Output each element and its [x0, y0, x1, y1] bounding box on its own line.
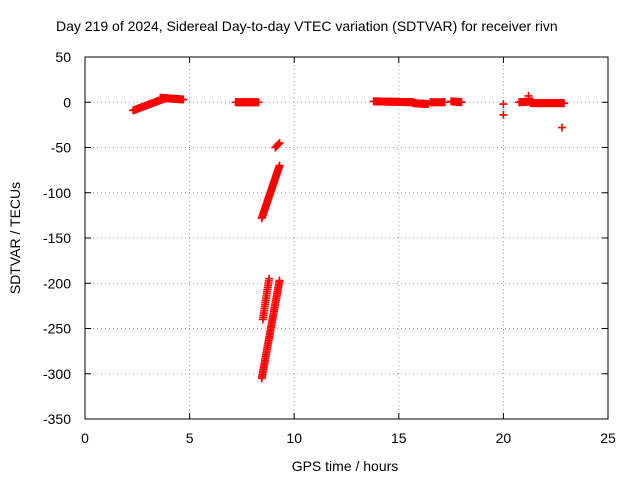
data-point: [275, 161, 284, 170]
grid-lines: [85, 57, 608, 419]
data-point: [560, 99, 569, 108]
data-point: [524, 91, 533, 100]
axis-ticks: 0 5 10 15 20 25 -350 -300 -250 -200 -150 -100 -50 0 50: [43, 49, 616, 446]
x-tick-label: 15: [391, 430, 407, 446]
y-axis-label: SDTVAR / TECUs: [7, 182, 23, 294]
data-point: [499, 100, 508, 109]
y-tick-label: -200: [43, 275, 71, 291]
x-tick-label: 10: [286, 430, 302, 446]
y-tick-label: 50: [55, 49, 71, 65]
chart-title: Day 219 of 2024, Sidereal Day-to-day VTE…: [56, 18, 558, 34]
data-point: [274, 140, 283, 149]
data-points: [129, 91, 569, 383]
y-tick-label: -250: [43, 321, 71, 337]
y-tick-label: -150: [43, 230, 71, 246]
data-point: [457, 98, 466, 107]
x-tick-label: 0: [81, 430, 89, 446]
x-axis-label: GPS time / hours: [292, 458, 399, 474]
data-point: [265, 274, 274, 283]
data-point: [179, 95, 188, 104]
data-point: [275, 276, 284, 285]
y-tick-label: -350: [43, 411, 71, 427]
data-point: [557, 123, 566, 132]
data-point: [254, 98, 263, 107]
data-point: [440, 98, 449, 107]
y-tick-label: -300: [43, 366, 71, 382]
data-point: [499, 110, 508, 119]
y-tick-label: -100: [43, 185, 71, 201]
x-tick-label: 20: [496, 430, 512, 446]
y-tick-label: -50: [51, 140, 71, 156]
x-tick-label: 25: [600, 430, 616, 446]
y-tick-label: 0: [63, 94, 71, 110]
x-tick-label: 5: [186, 430, 194, 446]
data-point: [275, 138, 284, 147]
